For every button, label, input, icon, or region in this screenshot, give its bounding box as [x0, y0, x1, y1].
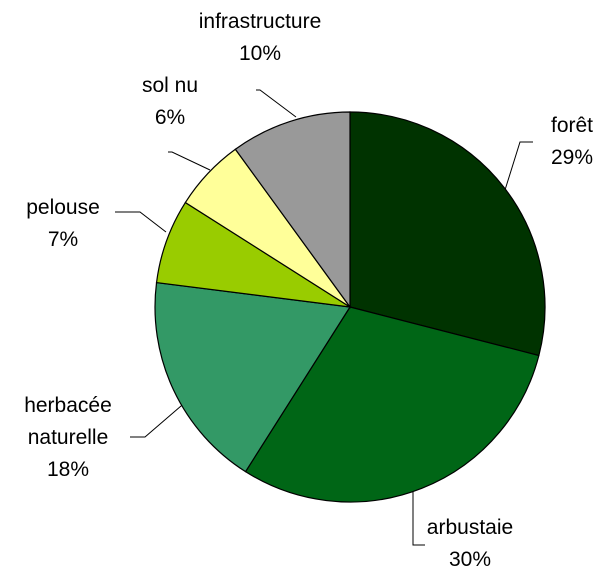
percent: 29%: [550, 146, 594, 169]
percent: 30%: [448, 548, 492, 571]
slice-label: infrastructure 10%: [170, 6, 350, 70]
pie-slice: [349, 111, 546, 357]
leader-line: [256, 89, 297, 118]
percent: 10%: [238, 42, 282, 65]
category: infrastructure: [198, 10, 322, 33]
category: arbustaie: [426, 516, 514, 539]
category: forêt: [550, 114, 594, 137]
pie-slice: [244, 306, 540, 503]
category: herbacée naturelle: [24, 394, 112, 449]
leader-line: [412, 490, 425, 546]
leader-line: [504, 141, 533, 191]
percent: 7%: [47, 228, 79, 251]
leader-lines: [115, 89, 533, 546]
leader-line: [168, 151, 211, 171]
slice-label: sol nu 6%: [120, 70, 220, 134]
category: sol nu: [141, 74, 199, 97]
slice-label: herbacée naturelle 18%: [8, 390, 128, 486]
leader-line: [115, 211, 167, 233]
category: pelouse: [26, 196, 100, 219]
slice-label: arbustaie 30%: [415, 512, 525, 576]
percent: 6%: [154, 106, 186, 129]
pie-slice: [154, 281, 352, 473]
leader-line: [130, 399, 189, 438]
slice-label: forêt 29%: [527, 110, 605, 174]
pie-slice: [234, 111, 351, 309]
percent: 18%: [46, 458, 90, 481]
slice-label: pelouse 7%: [8, 192, 118, 256]
